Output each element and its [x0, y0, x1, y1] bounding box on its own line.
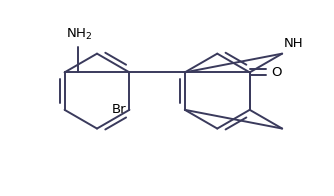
- Text: NH: NH: [284, 37, 304, 50]
- Text: O: O: [272, 66, 282, 79]
- Text: NH$_2$: NH$_2$: [66, 27, 93, 42]
- Text: Br: Br: [112, 103, 127, 116]
